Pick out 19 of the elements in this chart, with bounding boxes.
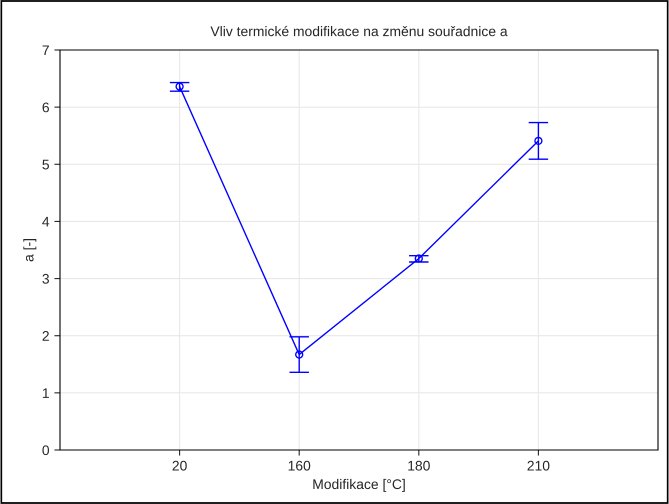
chart-title: Vliv termické modifikace na změnu souřadnice a bbox=[210, 26, 508, 36]
y-tick-label: 7 bbox=[42, 45, 49, 56]
y-tick-label: 4 bbox=[42, 216, 50, 226]
point bbox=[534, 136, 543, 146]
y-tick-label: 1 bbox=[42, 388, 49, 398]
y-tick-label: 0 bbox=[42, 445, 50, 456]
x-axis-title: Modifikace [°C] bbox=[313, 478, 405, 492]
point bbox=[295, 350, 304, 359]
y-axis-title: a [-] bbox=[23, 239, 36, 262]
point bbox=[175, 82, 184, 91]
point bbox=[414, 254, 423, 263]
x-tick-label: 160 bbox=[288, 460, 310, 471]
y-tick-label: 6 bbox=[42, 102, 49, 112]
x-tick-label: 20 bbox=[172, 460, 187, 471]
y-tick-label: 2 bbox=[42, 331, 49, 341]
y-tick-label: 5 bbox=[42, 160, 49, 170]
x-tick-label: 210 bbox=[528, 460, 550, 471]
x-tick-label: 180 bbox=[408, 460, 430, 471]
y-tick-label: 3 bbox=[42, 274, 49, 284]
